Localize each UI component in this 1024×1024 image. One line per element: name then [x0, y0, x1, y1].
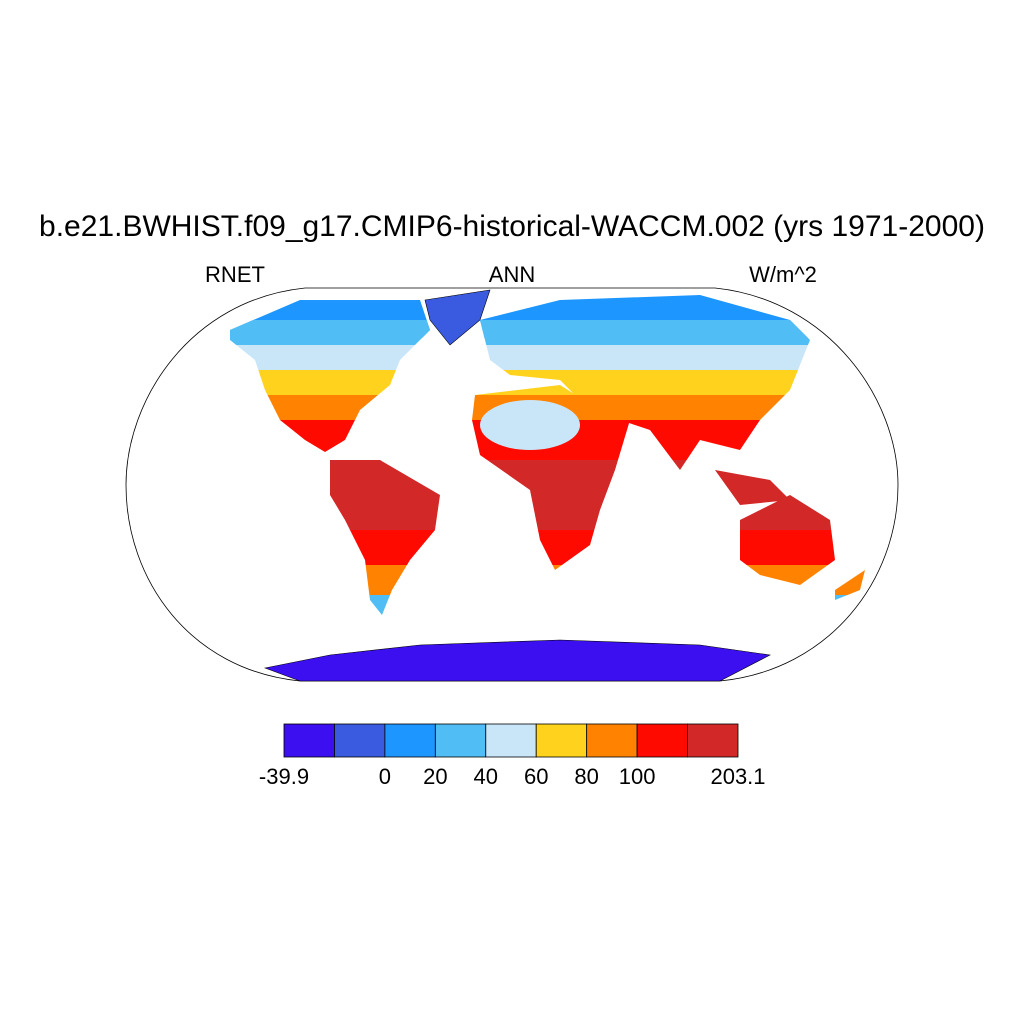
colorbar-label: 100 [619, 764, 656, 789]
colorbar-label: -39.9 [259, 764, 309, 789]
colorbar-label: 60 [524, 764, 548, 789]
color-box [485, 723, 537, 758]
color-box [636, 723, 688, 758]
season-label: ANN [489, 262, 535, 287]
colorbar-label: 203.1 [710, 764, 765, 789]
colorbar-label: 80 [574, 764, 598, 789]
color-box [283, 723, 335, 758]
colorbar-label: 20 [423, 764, 447, 789]
antarctica [263, 639, 771, 682]
title: b.e21.BWHIST.f09_g17.CMIP6-historical-WA… [39, 210, 985, 243]
variable-label: RNET [205, 262, 265, 287]
color-box [384, 723, 436, 758]
units-label: W/m^2 [749, 262, 817, 287]
color-box [535, 723, 588, 758]
colorbar: -39.9 0 20 40 60 80 100 203.1 [259, 723, 766, 789]
color-box [434, 723, 487, 758]
color-box [687, 723, 739, 758]
greenland [424, 289, 491, 346]
colorbar-label: 0 [379, 764, 391, 789]
color-box [334, 723, 386, 758]
colorbar-label: 40 [474, 764, 498, 789]
color-box [586, 723, 638, 758]
